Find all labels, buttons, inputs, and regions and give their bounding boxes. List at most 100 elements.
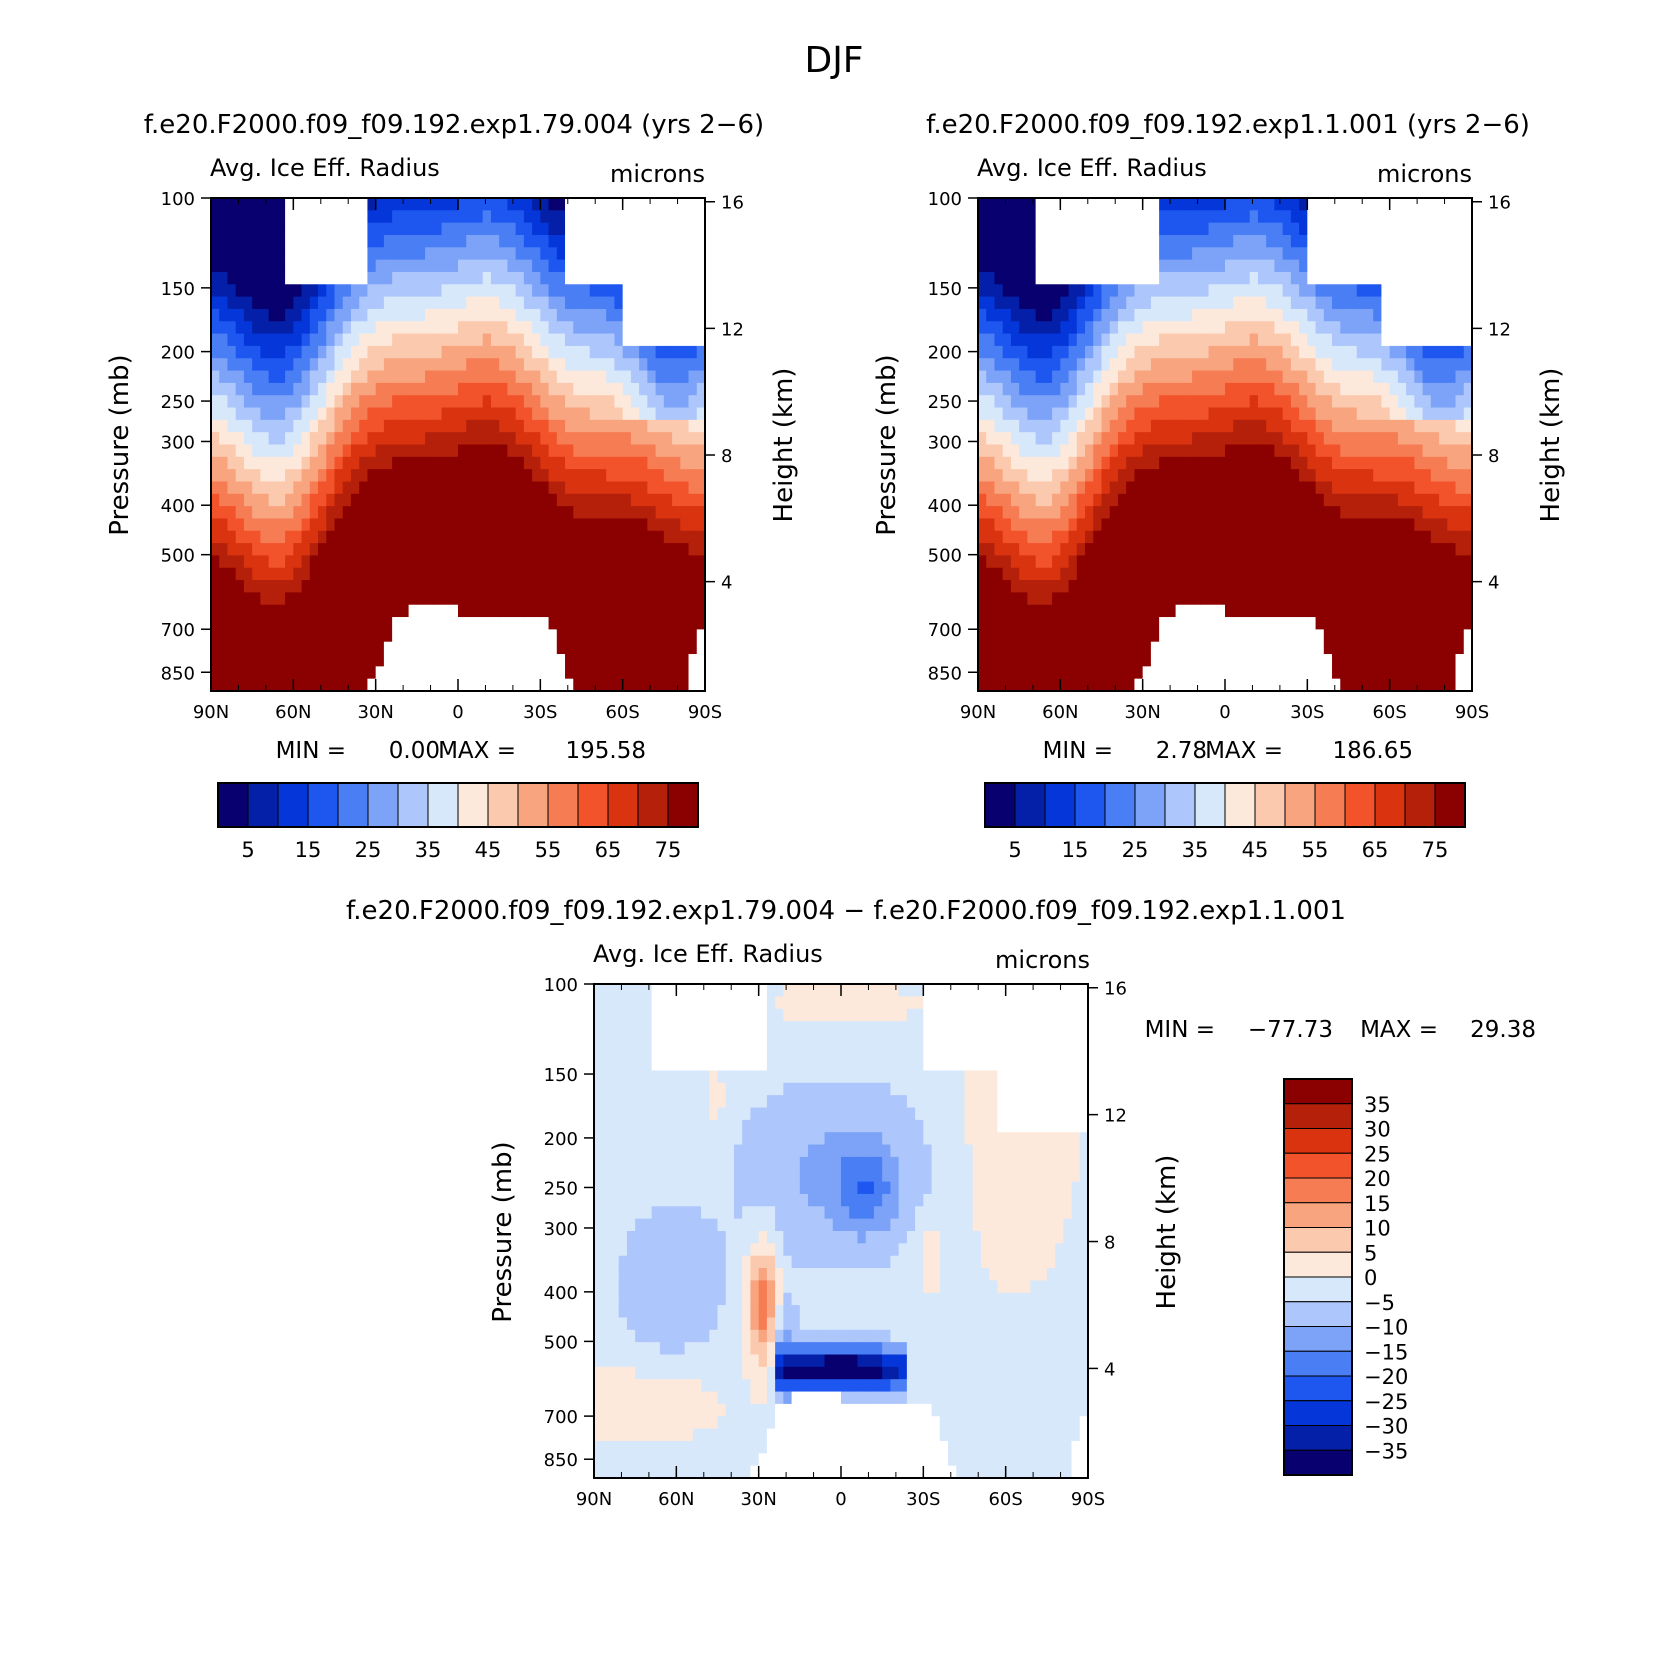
- plot-right-cell: [1019, 444, 1028, 458]
- plot-left-cell: [383, 456, 393, 470]
- plot-left-cell: [688, 580, 698, 593]
- plot-left-cell: [573, 592, 583, 606]
- plot-left-cell: [680, 543, 690, 557]
- plot-left-cell: [425, 271, 434, 285]
- plot-left-cell: [235, 530, 245, 544]
- plot-left-cell: [581, 222, 591, 236]
- plot-right-xtick-label: 60S: [1372, 702, 1406, 723]
- plot-left-cell: [458, 210, 467, 224]
- plot-left-cell: [655, 419, 665, 433]
- plot-left-cell: [490, 481, 500, 495]
- plot-left-cell: [293, 580, 303, 593]
- plot-left-cell: [647, 555, 657, 569]
- plot-left-cell: [581, 555, 591, 569]
- plot-left-cell: [285, 284, 294, 298]
- plot-right-cell: [1274, 530, 1284, 544]
- plot-right-cell: [1159, 506, 1168, 520]
- plot-right-cell: [1093, 604, 1103, 618]
- plot-left-cell: [581, 259, 591, 273]
- plot-right-cell: [1422, 617, 1432, 630]
- plot-right-cells: [978, 198, 1473, 692]
- plot-left-cell: [614, 321, 624, 335]
- plot-right-cell: [1389, 407, 1399, 421]
- plot-left-cell: [507, 469, 517, 483]
- plot-left-cell: [359, 419, 369, 433]
- plot-left-cell: [614, 198, 624, 211]
- plot-right-cell: [1364, 654, 1374, 667]
- plot-left-cell: [499, 222, 508, 236]
- plot-left-cell: [597, 407, 607, 421]
- plot-left-cell: [285, 604, 294, 618]
- plot-right-cell: [1282, 469, 1292, 483]
- plot-left-cell: [532, 444, 541, 458]
- plot-right-cell: [1430, 210, 1440, 224]
- plot-right-cell: [1200, 666, 1210, 680]
- plot-right-cell: [1266, 198, 1275, 211]
- plot-left-cell: [252, 617, 261, 630]
- plot-left-cell: [581, 407, 591, 421]
- plot-right-cell: [1043, 333, 1053, 347]
- plot-left-cell: [466, 506, 476, 520]
- plot-left-cell: [515, 222, 525, 236]
- plot-left-cell: [565, 321, 574, 335]
- plot-right-cell: [1134, 555, 1144, 569]
- plot-left-cell: [293, 308, 303, 322]
- plot-right-cell: [1406, 518, 1415, 532]
- plot-right-cell: [1364, 419, 1374, 433]
- plot-left-cell: [260, 567, 270, 581]
- plot-left-cell: [655, 580, 665, 593]
- panel-left: f.e20.F2000.f09_f09.192.exp1.79.004 (yrs…: [105, 110, 799, 862]
- plot-right-cell: [1340, 469, 1350, 483]
- plot-left-cell: [235, 506, 245, 520]
- plot-left-cell: [326, 580, 336, 593]
- plot-right-cell: [1290, 333, 1300, 347]
- plot-left-cell: [647, 469, 657, 483]
- plot-right-cell: [1175, 296, 1185, 310]
- plot-right-cell: [978, 432, 987, 446]
- plot-right-cell: [1183, 506, 1193, 520]
- plot-right-cell: [1266, 321, 1275, 335]
- plot-left-cell: [647, 592, 657, 606]
- plot-right-cell: [1216, 198, 1226, 211]
- plot-left-cell: [400, 580, 410, 593]
- plot-right-cell: [1266, 530, 1275, 544]
- plot-left-cell: [243, 493, 253, 507]
- plot-right-cell: [1455, 333, 1465, 347]
- plot-right-cell: [1126, 333, 1136, 347]
- plot-left-cell: [375, 370, 385, 384]
- plot-right-cell: [1126, 222, 1136, 236]
- plot-right-cell: [1019, 654, 1028, 667]
- plot-left-cell: [672, 456, 681, 470]
- plot-left-cell: [655, 518, 665, 532]
- plot-right-cell: [1348, 296, 1358, 310]
- plot-left-cell: [416, 308, 426, 322]
- plot-left-cell: [548, 506, 558, 520]
- plot-right-cell: [1348, 555, 1358, 569]
- plot-left-cell: [235, 419, 245, 433]
- plot-right-cell: [1364, 222, 1374, 236]
- plot-right-cell: [1208, 419, 1218, 433]
- plot-left-cell: [474, 259, 484, 273]
- plot-right-cell: [1159, 271, 1168, 285]
- plot-left-cell: [573, 666, 583, 680]
- plot-right-cell: [1364, 543, 1374, 557]
- plot-left-cell: [515, 284, 525, 298]
- plot-left-cell: [367, 481, 377, 495]
- plot-left-cell: [490, 345, 500, 359]
- plot-left-cell: [326, 296, 336, 310]
- plot-right-cell: [1241, 456, 1251, 470]
- plot-right-cell: [1035, 493, 1045, 507]
- plot-left-cell: [614, 506, 624, 520]
- plot-right-cell: [1274, 333, 1284, 347]
- plot-left-cell: [392, 592, 401, 606]
- plot-left-cell: [367, 617, 377, 630]
- plot-right-cell: [1447, 666, 1457, 680]
- plot-left-cell: [318, 321, 327, 335]
- plot-right-cell: [978, 469, 987, 483]
- plot-right-cell: [1208, 284, 1218, 298]
- plot-right-cell: [1109, 284, 1119, 298]
- plot-left-cell: [425, 666, 434, 680]
- plot-right-cell: [1430, 580, 1440, 593]
- plot-right-cell: [1093, 247, 1103, 261]
- plot-right-cell: [1381, 382, 1391, 396]
